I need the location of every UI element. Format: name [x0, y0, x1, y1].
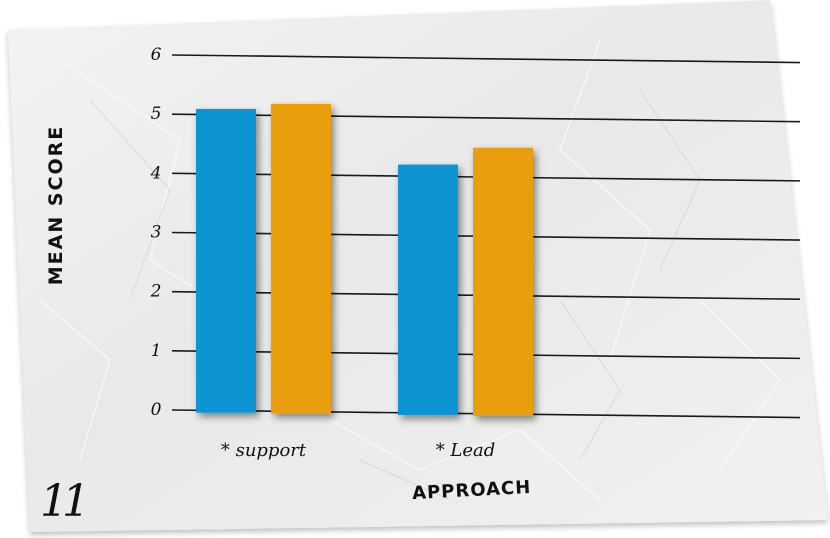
page-number: 11: [40, 476, 84, 527]
y-tick-label: 4: [150, 163, 162, 183]
y-tick-label: 6: [151, 45, 162, 65]
gridline: [171, 54, 801, 64]
bar: [271, 103, 331, 414]
y-tick-label: 0: [151, 400, 162, 420]
bars: [196, 103, 533, 416]
bar: [398, 164, 458, 416]
y-axis-title: MEAN SCORE: [45, 125, 67, 286]
y-tick-label: 5: [151, 104, 162, 124]
y-tick-labels: 0 1 2 3 4 5 6: [150, 45, 162, 420]
category-labels: * support * Lead: [221, 440, 495, 461]
bar: [196, 108, 256, 413]
y-tick-label: 3: [151, 223, 162, 243]
category-label: * support: [221, 440, 307, 461]
y-tick-label: 2: [150, 282, 162, 302]
category-label: * Lead: [436, 440, 496, 461]
y-tick-label: 1: [151, 341, 162, 361]
bar: [473, 147, 533, 416]
